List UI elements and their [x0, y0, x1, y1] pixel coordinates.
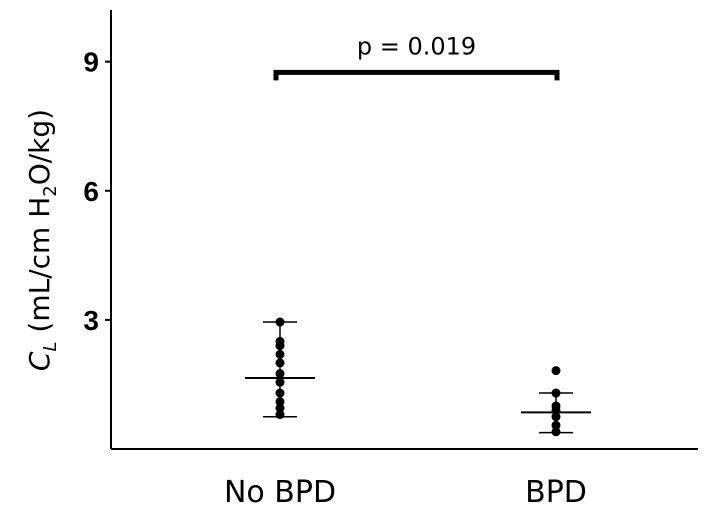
data-point: [551, 388, 561, 398]
y-tick-label: 9: [83, 47, 99, 78]
series-bpd: [521, 366, 591, 437]
data-point: [275, 341, 285, 351]
data-point: [551, 420, 561, 430]
y-ticks: 3 6 9: [83, 47, 111, 336]
y-axis-symbol: C: [23, 351, 57, 372]
y-axis-symbol-sub: L: [39, 341, 61, 352]
data-point: [551, 427, 561, 437]
y-tick-label: 6: [83, 176, 99, 207]
data-point: [275, 410, 285, 420]
data-point: [551, 366, 561, 376]
x-tick-label: BPD: [525, 475, 587, 508]
y-tick-label: 3: [83, 305, 99, 336]
data-point: [275, 349, 285, 359]
p-value-label: p = 0.019: [357, 32, 476, 60]
data-marks: [245, 317, 591, 437]
significance-bracket: [273, 69, 560, 81]
data-point: [275, 388, 285, 398]
significance-annotation: p = 0.019: [273, 32, 560, 81]
data-point: [275, 369, 285, 379]
data-point: [275, 397, 285, 407]
data-point: [551, 412, 561, 422]
data-point: [275, 377, 285, 387]
y-axis-label: CL (mL/cm H2O/kg): [23, 109, 61, 371]
data-point: [551, 405, 561, 415]
y-axis-unit-post: O/kg): [23, 108, 57, 186]
y-axis-unit-pre: (mL/cm H: [23, 196, 57, 342]
x-ticks: No BPD BPD: [224, 475, 587, 508]
data-point: [275, 317, 285, 327]
y-axis-unit-sub: 2: [39, 185, 61, 197]
series-no-bpd: [245, 317, 315, 420]
data-point: [275, 358, 285, 368]
axes: [110, 10, 698, 450]
data-point: [275, 403, 285, 413]
x-tick-label: No BPD: [224, 475, 336, 508]
